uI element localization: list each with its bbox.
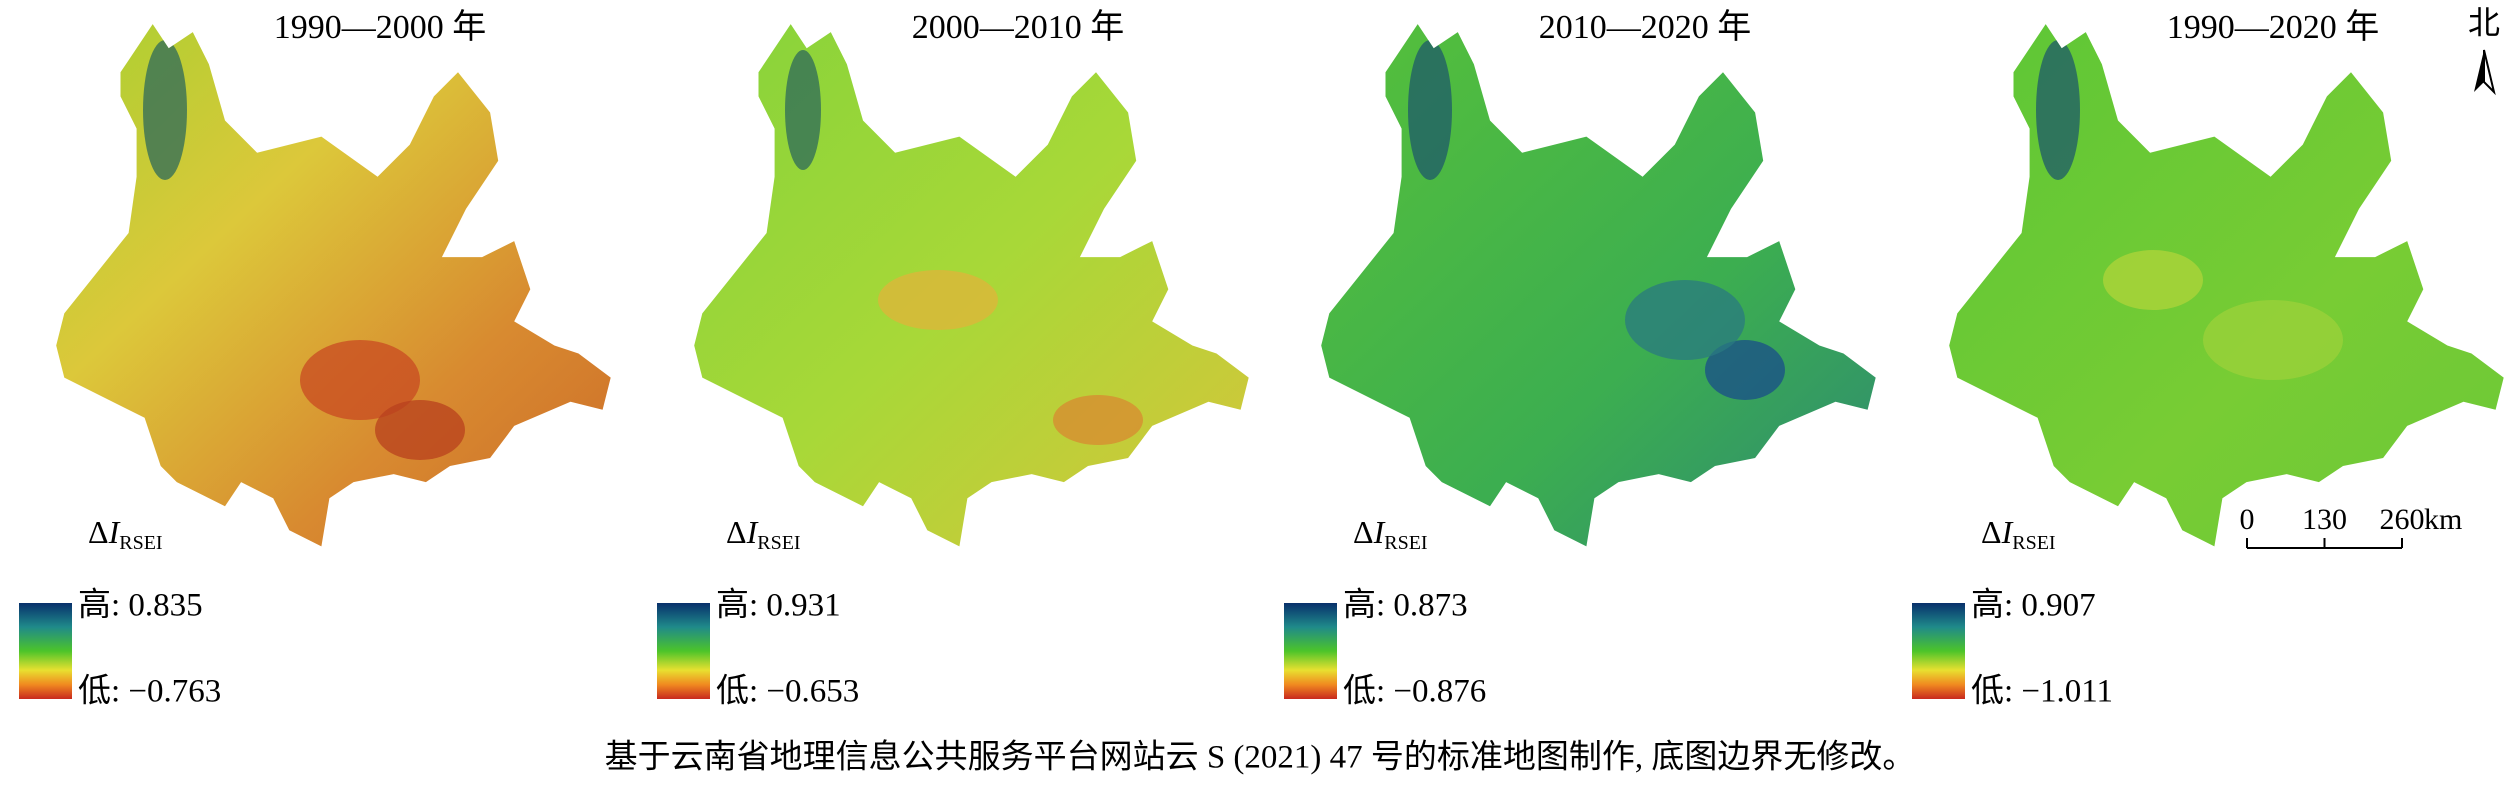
panel: 1990—2000 年 ΔIRSEI 高: 0.835 低: −0.763 (19, 8, 611, 710)
map-patch (2203, 300, 2343, 380)
scale-unit: km (2424, 503, 2462, 536)
map (694, 24, 1249, 547)
map-patch (2103, 250, 2203, 310)
map (56, 24, 611, 547)
high-label: 高: 0.835 (78, 587, 203, 624)
legend-subscript: RSEI (2012, 532, 2055, 554)
map-patch (375, 400, 465, 460)
map (1321, 24, 1876, 547)
panel: 1990—2020 年 ΔIRSEI 高: 0.907 低: −1.011 (1912, 8, 2504, 710)
panel: 2010—2020 年 ΔIRSEI 高: 0.873 低: −0.876 (1284, 8, 1876, 710)
legend-title: ΔIRSEI (1981, 514, 2056, 553)
scale-bar: 0 130 260 km (2240, 503, 2462, 549)
legend-variable: I (108, 514, 121, 550)
legend-delta: Δ (88, 514, 109, 550)
panel-title: 1990—2000 年 (274, 8, 487, 46)
legend-variable: I (746, 514, 759, 550)
legend-delta: Δ (1353, 514, 1374, 550)
color-bar (1284, 603, 1337, 699)
panel-title: 1990—2020 年 (2167, 8, 2380, 46)
map-area (56, 24, 611, 547)
caption: 基于云南省地理信息公共服务平台网站云 S (2021) 47 号的标准地图制作,… (605, 739, 1916, 776)
legend-title: ΔIRSEI (88, 514, 163, 553)
high-label: 高: 0.931 (716, 587, 841, 624)
map-texture (143, 40, 465, 460)
legend-subscript: RSEI (757, 532, 800, 554)
low-label: 低: −0.653 (716, 673, 859, 710)
color-bar (19, 603, 72, 699)
panel: 2000—2010 年 ΔIRSEI 高: 0.931 低: −0.653 (657, 8, 1249, 710)
north-arrow: 北 (2468, 4, 2500, 96)
legend-subscript: RSEI (119, 532, 162, 554)
map-patch (143, 40, 187, 180)
map-patch (300, 340, 420, 420)
arrow-left (2474, 50, 2484, 92)
map-patch (1705, 340, 1785, 400)
low-label: 低: −0.876 (1343, 673, 1486, 710)
legend-title: ΔIRSEI (726, 514, 801, 553)
panel-title: 2010—2020 年 (1539, 8, 1752, 46)
legend-title: ΔIRSEI (1353, 514, 1428, 553)
map-area (1949, 24, 2504, 547)
legend-delta: Δ (1981, 514, 2002, 550)
color-bar (1912, 603, 1965, 699)
map-area (1321, 24, 1876, 547)
high-label: 高: 0.873 (1343, 587, 1468, 624)
arrow-right (2483, 49, 2496, 96)
legend-variable: I (1373, 514, 1386, 550)
panel-title: 2000—2010 年 (912, 8, 1125, 46)
legend-subscript: RSEI (1384, 532, 1427, 554)
legend-variable: I (2001, 514, 2014, 550)
map-patch (2036, 40, 2080, 180)
scale-label: 0 (2240, 503, 2255, 536)
north-label: 北 (2468, 4, 2500, 40)
high-label: 高: 0.907 (1971, 587, 2096, 624)
map-texture (2036, 40, 2343, 380)
legend-delta: Δ (726, 514, 747, 550)
scale-label: 130 (2302, 503, 2347, 536)
map-texture (1408, 40, 1785, 400)
map-patch (1053, 395, 1143, 445)
scale-label: 260 (2380, 503, 2425, 536)
map-patch (1625, 280, 1745, 360)
map-patch (1408, 40, 1452, 180)
map (1949, 24, 2504, 547)
low-label: 低: −0.763 (78, 673, 221, 710)
map-patch (878, 270, 998, 330)
map-patch (785, 50, 821, 170)
map-texture (785, 50, 1143, 445)
color-bar (657, 603, 710, 699)
low-label: 低: −1.011 (1971, 673, 2113, 710)
